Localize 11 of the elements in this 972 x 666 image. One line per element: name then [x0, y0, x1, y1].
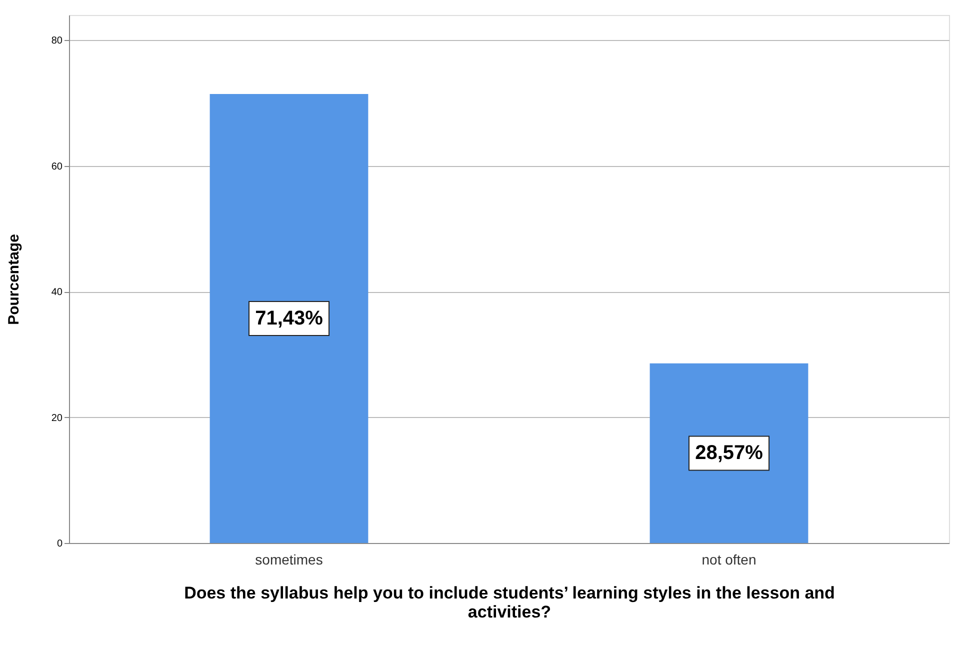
data-label: 28,57% — [695, 442, 764, 464]
x-tick-label: sometimes — [255, 552, 323, 568]
x-axis-title: Does the syllabus help you to include students’ learning styles in the lesson and activities? — [184, 584, 835, 622]
y-axis-title: Pourcentage — [5, 234, 22, 325]
data-label: 71,43% — [255, 308, 324, 330]
x-tick-label: not often — [702, 552, 756, 568]
y-tick-label: 20 — [51, 412, 63, 424]
y-tick-label: 80 — [51, 36, 63, 47]
y-tick-label: 40 — [51, 287, 63, 298]
y-tick-label: 0 — [56, 538, 63, 550]
y-tick-label: 60 — [51, 161, 63, 172]
